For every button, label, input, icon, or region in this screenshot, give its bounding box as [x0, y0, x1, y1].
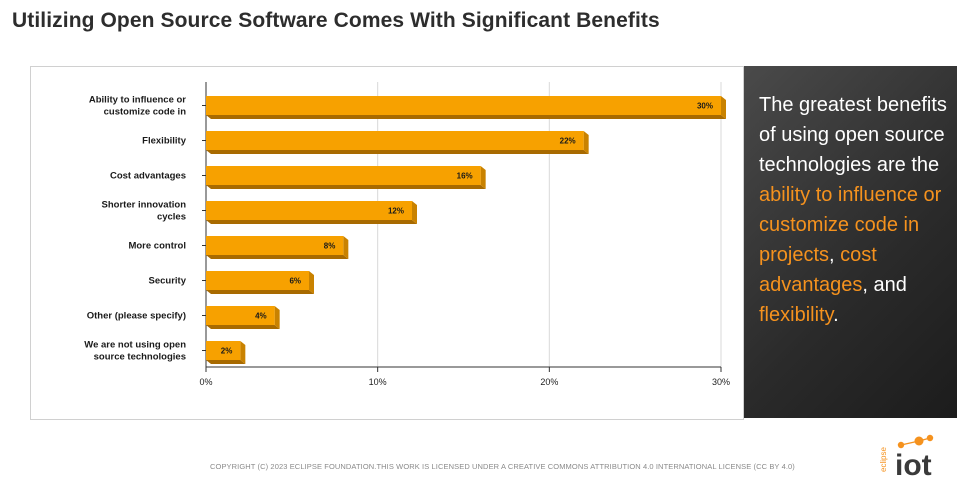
bar-group: 4% — [206, 306, 280, 329]
bar-data-label: 6% — [289, 277, 301, 286]
bar — [206, 271, 309, 290]
x-tick-label: 20% — [540, 377, 558, 387]
bar-data-label: 16% — [457, 172, 473, 181]
bar-depth-side — [583, 131, 589, 154]
bar-depth-bottom — [206, 220, 417, 224]
bar — [206, 306, 275, 325]
bar — [206, 131, 584, 150]
x-tick-label: 10% — [369, 377, 387, 387]
category-label: Cost advantages — [110, 171, 186, 182]
category-label: More control — [128, 241, 186, 252]
bar-depth-bottom — [206, 150, 589, 154]
bar-depth-bottom — [206, 325, 280, 329]
eclipse-iot-logo: eclipse iot — [879, 432, 952, 482]
bar-data-label: 2% — [221, 347, 233, 356]
chart-container: 0% 10% 20% 30% 30% Ability to influence or cus… — [30, 66, 744, 420]
page-title: Utilizing Open Source Software Comes Wit… — [12, 9, 660, 32]
category-label: We are not using open — [84, 340, 186, 351]
bar-chart: 0% 10% 20% 30% 30% Ability to influence orcus… — [84, 82, 730, 387]
x-tick-label: 0% — [199, 377, 212, 387]
copyright-notice: COPYRIGHT (C) 2023 ECLIPSE FOUNDATION.TH… — [210, 462, 795, 471]
insight-text-4: . — [833, 304, 839, 326]
bar — [206, 201, 412, 220]
bar-depth-side — [412, 201, 417, 224]
bar-depth-side — [480, 166, 486, 189]
category-label: Security — [149, 276, 187, 287]
bar-data-label: 4% — [255, 312, 267, 321]
insight-highlight-cost: cost advantages — [759, 244, 877, 296]
logo-iot-text: iot — [895, 449, 932, 480]
bar-group: 2% — [206, 341, 246, 364]
bar-depth-bottom — [206, 185, 486, 189]
insight-text: The greatest benefits of using open sour… — [759, 90, 954, 330]
bar — [206, 96, 721, 115]
category-label: Shorter innovation — [102, 200, 187, 211]
bar-group: 12% — [206, 201, 417, 224]
bar-data-label: 22% — [560, 137, 576, 146]
bar-depth-side — [343, 236, 349, 259]
bar-depth-side — [240, 341, 246, 364]
bar-depth-side — [309, 271, 314, 294]
bar-group: 22% — [206, 131, 589, 154]
category-label: customize code in — [104, 107, 187, 118]
logo-link-1 — [900, 440, 920, 446]
category-label: Other (please specify) — [87, 311, 186, 322]
category-label: Ability to influence or — [89, 95, 186, 106]
bar-depth-bottom — [206, 360, 246, 364]
bar-depth-bottom — [206, 290, 314, 294]
bar — [206, 166, 481, 185]
bar-data-label: 30% — [697, 102, 713, 111]
logo-eclipse-text: eclipse — [880, 447, 888, 472]
bar-depth-side — [274, 306, 280, 329]
bar-group: 8% — [206, 236, 349, 259]
logo-link-2 — [918, 437, 931, 442]
x-tick-label: 30% — [712, 377, 730, 387]
insight-highlight-influence: ability to influence or customize code i… — [759, 184, 942, 266]
bar-group: 16% — [206, 166, 486, 189]
insight-text-3: , and — [862, 274, 907, 296]
bar-depth-side — [721, 96, 726, 119]
bar-data-label: 8% — [324, 242, 336, 251]
bar-data-label: 12% — [388, 207, 404, 216]
insight-highlight-flexibility: flexibility — [759, 304, 834, 326]
bar-depth-bottom — [206, 115, 726, 119]
category-label: Flexibility — [142, 136, 187, 147]
insight-text-2: , — [829, 244, 841, 266]
bar-group: 30% — [206, 96, 726, 119]
category-label: source technologies — [94, 352, 186, 363]
insight-panel: The greatest benefits of using open sour… — [744, 66, 957, 418]
bar — [206, 341, 241, 360]
bar — [206, 236, 344, 255]
bar-depth-bottom — [206, 255, 349, 259]
insight-text-1: The greatest benefits of using open sour… — [759, 94, 947, 176]
category-label: cycles — [157, 212, 186, 223]
bar-group: 6% — [206, 271, 314, 294]
eclipse-iot-logo-graphic: eclipse iot — [879, 434, 934, 482]
